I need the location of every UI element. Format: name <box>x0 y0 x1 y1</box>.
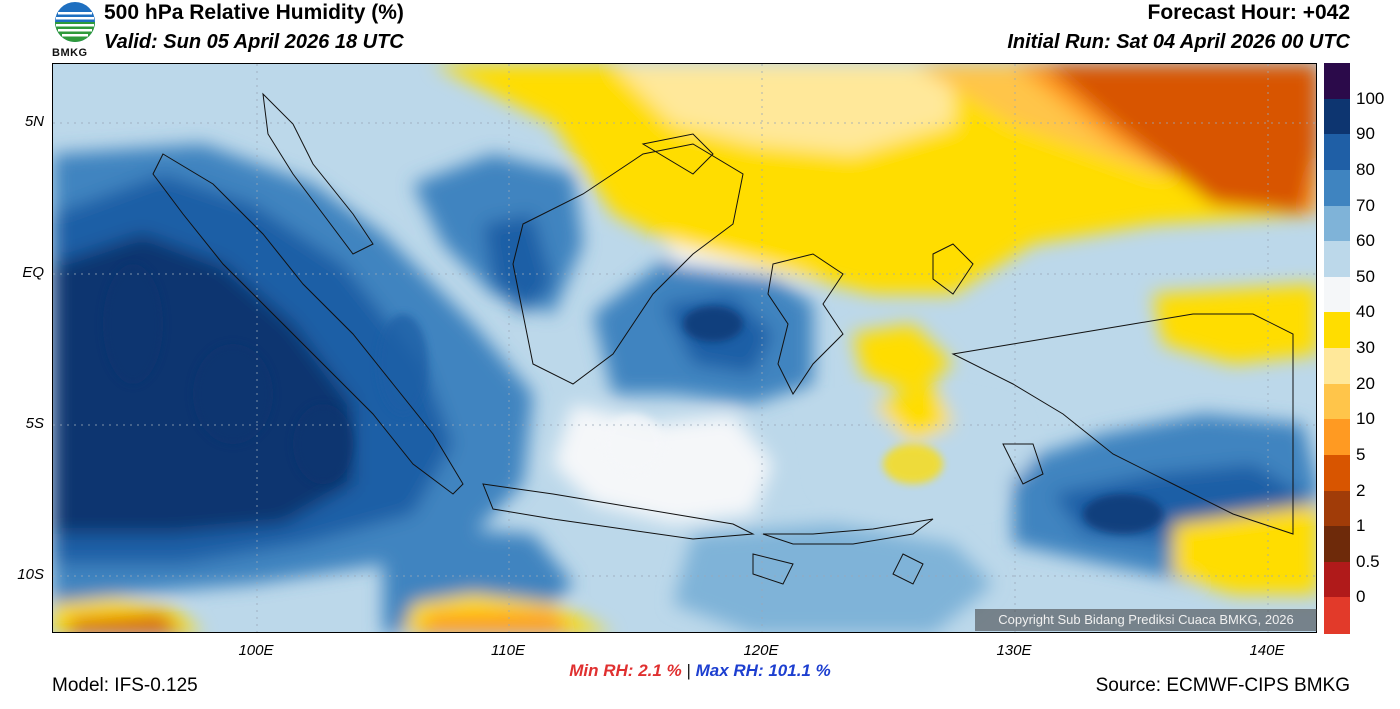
colorbar-segment <box>1324 454 1350 491</box>
x-tick-120e: 120E <box>743 642 779 659</box>
max-rh-value: 101.1 % <box>768 661 831 680</box>
colorbar-segment <box>1324 383 1350 420</box>
colorbar-label: 20 <box>1356 373 1375 393</box>
stats-separator: | <box>686 661 691 680</box>
borneo-outline <box>512 143 744 385</box>
chart-title: 500 hPa Relative Humidity (%) <box>104 1 404 24</box>
colorbar-segment <box>1324 561 1350 598</box>
colorbar-segment <box>1324 241 1350 278</box>
y-tick-eq: EQ <box>22 264 44 281</box>
new-guinea-outline <box>951 313 1294 535</box>
min-rh-value: 2.1 % <box>638 661 682 680</box>
colorbar-label: 2 <box>1356 480 1366 500</box>
copyright-notice: Copyright Sub Bidang Prediksi Cuaca BMKG… <box>975 609 1317 631</box>
colorbar-label: 10 <box>1356 409 1375 429</box>
x-tick-100e: 100E <box>238 642 274 659</box>
y-tick-5s: 5S <box>25 415 44 432</box>
x-tick-130e: 130E <box>996 642 1032 659</box>
humidity-patches <box>53 64 1316 632</box>
colorbar-segment <box>1324 419 1350 456</box>
colorbar-label: 90 <box>1356 124 1375 144</box>
bmkg-logo: BMKG <box>50 0 100 60</box>
colorbar-label: 60 <box>1356 231 1375 251</box>
java-outline <box>482 483 755 540</box>
colorbar-label: 0.5 <box>1356 551 1380 571</box>
colorbar-segment <box>1324 205 1350 242</box>
colorbar-segment <box>1324 490 1350 527</box>
colorbar-label: 100 <box>1356 88 1385 108</box>
humidity-texture <box>103 264 1163 534</box>
halmahera-outline <box>932 243 974 295</box>
colorbar-segment <box>1324 312 1350 349</box>
graticule <box>53 64 1316 632</box>
sabah-outline <box>641 133 714 175</box>
colorbar-segment <box>1324 98 1350 135</box>
colorbar-label: 70 <box>1356 195 1375 215</box>
forecast-hour: Forecast Hour: +042 <box>1147 1 1351 24</box>
colorbar-label: 50 <box>1356 266 1375 286</box>
colorbar-segment <box>1324 526 1350 563</box>
colorbar-segment <box>1324 597 1350 634</box>
initial-run: Initial Run: Sat 04 April 2026 00 UTC <box>1007 31 1350 53</box>
logo-text: BMKG <box>52 47 88 59</box>
humidity-map <box>52 63 1317 633</box>
colorbar-segment <box>1324 134 1350 171</box>
bmkg-logo-emblem <box>55 2 95 42</box>
island-outline <box>1002 443 1044 485</box>
colorbar-segment <box>1324 276 1350 313</box>
nusa-tenggara-outline <box>762 518 934 545</box>
colorbar-label: 0 <box>1356 587 1366 607</box>
colorbar-segment <box>1324 63 1350 100</box>
min-max-stats: Min RH: 2.1 % | Max RH: 101.1 % <box>0 661 1400 681</box>
colorbar-label: 80 <box>1356 159 1375 179</box>
colorbar-label: 30 <box>1356 338 1375 357</box>
malay-peninsula-outline <box>262 92 374 255</box>
colorbar-label: 1 <box>1356 516 1366 536</box>
sumatra-outline <box>152 153 464 495</box>
y-tick-10s: 10S <box>17 566 44 583</box>
x-tick-110e: 110E <box>491 642 525 659</box>
colorbar-label: 40 <box>1356 302 1375 322</box>
timor-outline <box>892 553 924 585</box>
humidity-field <box>53 64 1316 632</box>
colorbar <box>1324 63 1350 634</box>
x-tick-140e: 140E <box>1249 642 1285 659</box>
max-rh-label: Max RH: <box>695 661 764 680</box>
colorbar-segment <box>1324 169 1350 206</box>
coastlines <box>152 92 1294 585</box>
y-tick-5n: 5N <box>24 113 44 130</box>
data-source: Source: ECMWF-CIPS BMKG <box>1095 675 1350 696</box>
min-rh-label: Min RH: <box>569 661 634 680</box>
sulawesi-outline <box>767 253 844 395</box>
sumba-outline <box>752 553 794 585</box>
model-name: Model: IFS-0.125 <box>52 675 198 696</box>
colorbar-segment <box>1324 348 1350 385</box>
colorbar-label: 5 <box>1356 444 1366 464</box>
valid-time: Valid: Sun 05 April 2026 18 UTC <box>104 31 404 53</box>
